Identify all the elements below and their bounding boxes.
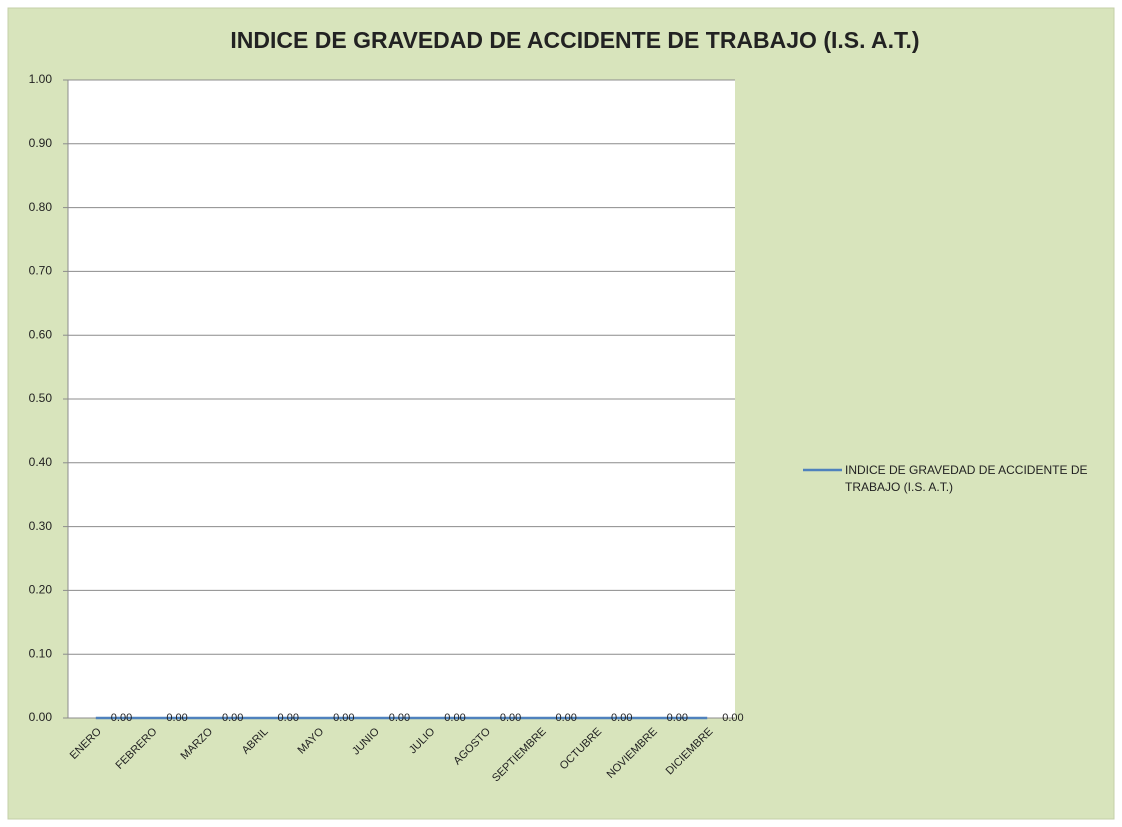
data-label: 0.00	[166, 712, 187, 724]
legend-label: INDICE DE GRAVEDAD DE ACCIDENTE DE TRABA…	[845, 463, 1088, 494]
data-label: 0.00	[222, 712, 243, 724]
data-label: 0.00	[611, 712, 632, 724]
y-tick-label: 0.60	[29, 327, 53, 341]
data-label: 0.00	[667, 712, 688, 724]
y-tick-label: 0.40	[29, 455, 53, 469]
y-tick-label: 0.80	[29, 200, 53, 214]
data-label: 0.00	[333, 712, 354, 724]
y-tick-label: 0.00	[29, 710, 53, 724]
y-tick-label: 0.20	[29, 583, 53, 597]
data-label: 0.00	[278, 712, 299, 724]
data-label: 0.00	[111, 712, 132, 724]
y-tick-label: 0.70	[29, 264, 53, 278]
data-label: 0.00	[444, 712, 465, 724]
data-label: 0.00	[500, 712, 521, 724]
y-tick-label: 0.10	[29, 646, 53, 660]
y-tick-label: 0.90	[29, 136, 53, 150]
y-tick-label: 1.00	[29, 72, 53, 86]
y-tick-label: 0.50	[29, 391, 53, 405]
data-label: 0.00	[555, 712, 576, 724]
y-tick-label: 0.30	[29, 519, 53, 533]
chart-title: INDICE DE GRAVEDAD DE ACCIDENTE DE TRABA…	[230, 27, 919, 53]
data-label: 0.00	[389, 712, 410, 724]
data-label: 0.00	[722, 712, 743, 724]
